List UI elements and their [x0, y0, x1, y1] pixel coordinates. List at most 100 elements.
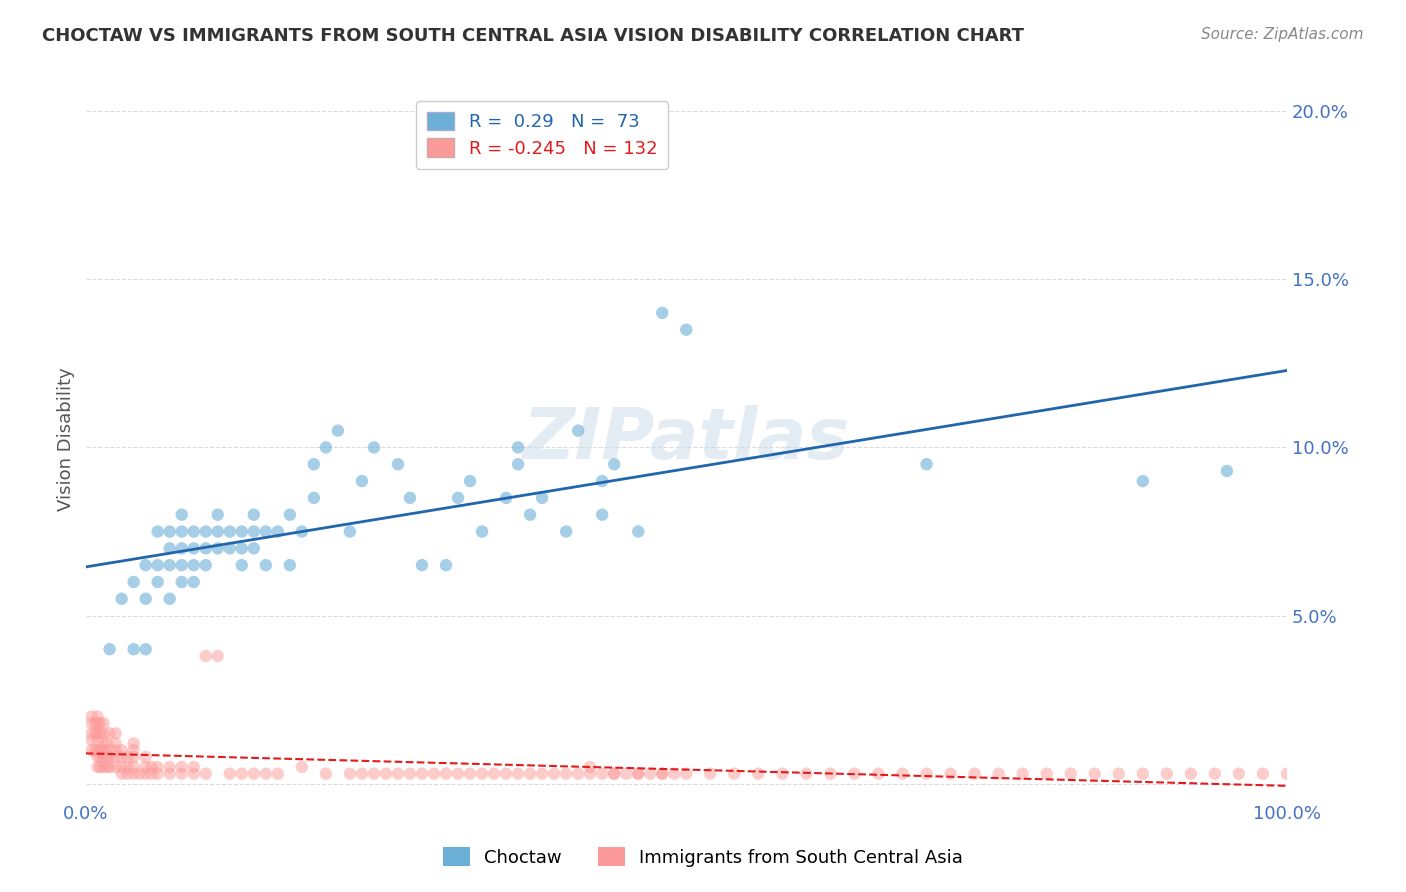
Point — [326, 424, 349, 438]
Point — [1060, 766, 1083, 780]
Point — [447, 766, 470, 780]
Point — [350, 766, 373, 780]
Point — [98, 750, 121, 764]
Point — [93, 736, 115, 750]
Point — [93, 750, 115, 764]
Point — [86, 760, 108, 774]
Point — [555, 524, 578, 539]
Point — [207, 508, 229, 522]
Point — [194, 648, 217, 663]
Point — [170, 508, 193, 522]
Point — [104, 736, 127, 750]
Point — [567, 424, 589, 438]
Point — [1227, 766, 1250, 780]
Point — [146, 766, 169, 780]
Point — [555, 766, 578, 780]
Point — [963, 766, 986, 780]
Point — [411, 766, 433, 780]
Point — [1216, 464, 1239, 478]
Point — [159, 766, 181, 780]
Point — [495, 491, 517, 505]
Point — [1251, 766, 1274, 780]
Point — [86, 709, 108, 723]
Point — [387, 766, 409, 780]
Point — [183, 766, 205, 780]
Point — [146, 760, 169, 774]
Point — [80, 733, 103, 747]
Point — [796, 766, 818, 780]
Point — [531, 491, 554, 505]
Point — [387, 457, 409, 471]
Point — [111, 591, 134, 606]
Point — [1108, 766, 1130, 780]
Point — [128, 766, 150, 780]
Point — [868, 766, 890, 780]
Point — [89, 750, 111, 764]
Point — [1156, 766, 1178, 780]
Point — [627, 766, 650, 780]
Point — [399, 491, 422, 505]
Point — [278, 508, 301, 522]
Point — [363, 441, 385, 455]
Point — [159, 558, 181, 573]
Point — [84, 726, 107, 740]
Point — [651, 306, 673, 320]
Point — [291, 760, 314, 774]
Point — [243, 524, 266, 539]
Point — [117, 766, 139, 780]
Point — [170, 760, 193, 774]
Point — [603, 766, 626, 780]
Point — [135, 591, 157, 606]
Point — [519, 766, 541, 780]
Point — [170, 574, 193, 589]
Point — [339, 524, 361, 539]
Point — [315, 441, 337, 455]
Point — [135, 766, 157, 780]
Point — [495, 766, 517, 780]
Point — [1180, 766, 1202, 780]
Point — [1275, 766, 1298, 780]
Text: ZIPatlas: ZIPatlas — [523, 405, 851, 474]
Point — [80, 726, 103, 740]
Point — [117, 760, 139, 774]
Point — [218, 541, 240, 556]
Legend: Choctaw, Immigrants from South Central Asia: Choctaw, Immigrants from South Central A… — [436, 840, 970, 874]
Point — [664, 766, 686, 780]
Point — [80, 709, 103, 723]
Point — [543, 766, 565, 780]
Point — [104, 743, 127, 757]
Point — [96, 736, 118, 750]
Point — [579, 760, 602, 774]
Point — [104, 760, 127, 774]
Point — [111, 750, 134, 764]
Point — [93, 716, 115, 731]
Point — [291, 524, 314, 539]
Point — [374, 766, 396, 780]
Point — [80, 716, 103, 731]
Point — [506, 457, 529, 471]
Point — [482, 766, 505, 780]
Text: Source: ZipAtlas.com: Source: ZipAtlas.com — [1201, 27, 1364, 42]
Point — [614, 766, 637, 780]
Point — [159, 591, 181, 606]
Point — [939, 766, 962, 780]
Point — [675, 766, 697, 780]
Point — [84, 743, 107, 757]
Point — [98, 726, 121, 740]
Point — [93, 726, 115, 740]
Point — [891, 766, 914, 780]
Point — [423, 766, 446, 780]
Point — [159, 524, 181, 539]
Point — [747, 766, 769, 780]
Point — [1011, 766, 1033, 780]
Point — [471, 524, 494, 539]
Point — [218, 766, 240, 780]
Point — [458, 474, 481, 488]
Point — [231, 558, 253, 573]
Point — [98, 642, 121, 657]
Point — [141, 766, 163, 780]
Point — [363, 766, 385, 780]
Point — [194, 541, 217, 556]
Point — [567, 766, 589, 780]
Point — [98, 743, 121, 757]
